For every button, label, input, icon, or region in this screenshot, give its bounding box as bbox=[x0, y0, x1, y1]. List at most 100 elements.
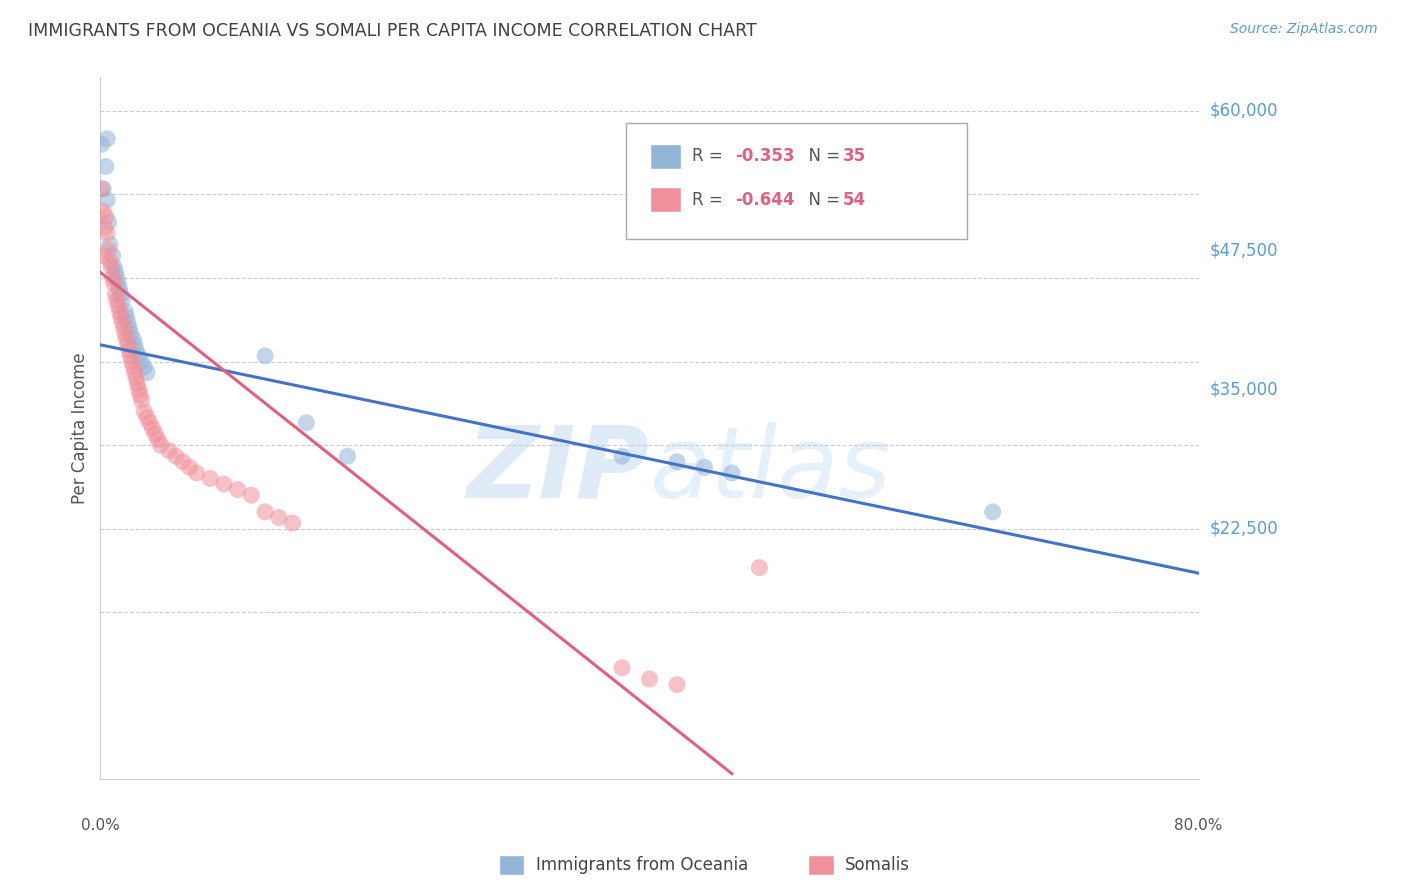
Point bbox=[665, 455, 688, 469]
Point bbox=[110, 310, 132, 324]
Point bbox=[91, 249, 114, 263]
Point bbox=[981, 505, 1004, 519]
Point bbox=[124, 366, 146, 380]
Point bbox=[98, 237, 121, 252]
Point bbox=[91, 204, 114, 219]
Text: R =: R = bbox=[693, 147, 728, 166]
Point bbox=[93, 220, 115, 235]
Point bbox=[134, 360, 156, 375]
Text: Source: ZipAtlas.com: Source: ZipAtlas.com bbox=[1230, 22, 1378, 37]
Point bbox=[91, 182, 114, 196]
Point bbox=[104, 287, 127, 301]
Point bbox=[267, 510, 290, 524]
Text: Immigrants from Oceania: Immigrants from Oceania bbox=[536, 856, 748, 874]
Point bbox=[129, 388, 152, 402]
Point bbox=[295, 416, 318, 430]
Point bbox=[281, 516, 304, 530]
Text: N =: N = bbox=[799, 147, 845, 166]
Point bbox=[131, 393, 153, 408]
Point bbox=[254, 349, 277, 363]
Point bbox=[172, 455, 194, 469]
Point bbox=[118, 321, 141, 335]
Point bbox=[100, 260, 122, 274]
Point bbox=[108, 282, 131, 296]
Point bbox=[122, 332, 145, 346]
Text: -0.353: -0.353 bbox=[735, 147, 794, 166]
Point bbox=[149, 438, 172, 452]
Text: ZIP: ZIP bbox=[467, 422, 650, 519]
Text: -0.644: -0.644 bbox=[735, 191, 794, 209]
Point bbox=[136, 366, 159, 380]
Point bbox=[108, 304, 131, 318]
Point bbox=[146, 433, 169, 447]
Text: $60,000: $60,000 bbox=[1209, 102, 1278, 120]
Point bbox=[157, 443, 180, 458]
Point bbox=[336, 449, 359, 463]
Point bbox=[721, 466, 744, 480]
Point bbox=[254, 505, 277, 519]
Point bbox=[240, 488, 263, 502]
Point bbox=[105, 271, 128, 285]
Point bbox=[94, 210, 117, 224]
Text: IMMIGRANTS FROM OCEANIA VS SOMALI PER CAPITA INCOME CORRELATION CHART: IMMIGRANTS FROM OCEANIA VS SOMALI PER CA… bbox=[28, 22, 756, 40]
Point bbox=[125, 371, 148, 385]
Point bbox=[128, 382, 150, 396]
Point bbox=[112, 321, 135, 335]
Point bbox=[131, 354, 153, 368]
Y-axis label: Per Capita Income: Per Capita Income bbox=[72, 352, 89, 504]
Point bbox=[125, 343, 148, 358]
Text: atlas: atlas bbox=[650, 422, 891, 519]
Point bbox=[638, 672, 661, 686]
Text: $47,500: $47,500 bbox=[1209, 241, 1278, 259]
Point bbox=[121, 354, 143, 368]
Point bbox=[104, 265, 127, 279]
Text: R =: R = bbox=[693, 191, 728, 209]
Point bbox=[693, 460, 716, 475]
Point bbox=[103, 277, 125, 291]
Point bbox=[610, 661, 633, 675]
Point bbox=[124, 338, 146, 352]
Point bbox=[97, 215, 120, 229]
Point bbox=[665, 677, 688, 691]
Point bbox=[165, 449, 187, 463]
Point bbox=[105, 293, 128, 308]
Point bbox=[111, 316, 134, 330]
Point bbox=[115, 332, 138, 346]
Point bbox=[212, 477, 235, 491]
Point bbox=[226, 483, 249, 497]
Text: $22,500: $22,500 bbox=[1209, 520, 1278, 538]
Text: $35,000: $35,000 bbox=[1209, 380, 1278, 399]
Point bbox=[134, 404, 156, 418]
Point bbox=[101, 249, 124, 263]
Text: 80.0%: 80.0% bbox=[1174, 818, 1223, 833]
Point bbox=[98, 254, 121, 268]
Point bbox=[96, 132, 118, 146]
Point bbox=[139, 416, 162, 430]
Point bbox=[96, 193, 118, 207]
Point bbox=[120, 326, 142, 341]
Point bbox=[748, 560, 770, 574]
Point bbox=[141, 421, 163, 435]
Point bbox=[97, 243, 120, 257]
Point bbox=[128, 349, 150, 363]
Point bbox=[107, 277, 129, 291]
Point bbox=[114, 304, 136, 318]
Point bbox=[114, 326, 136, 341]
Point bbox=[96, 227, 118, 241]
Point bbox=[94, 160, 117, 174]
Point bbox=[103, 260, 125, 274]
Text: 0.0%: 0.0% bbox=[82, 818, 120, 833]
Text: N =: N = bbox=[799, 191, 845, 209]
Point bbox=[107, 299, 129, 313]
Point bbox=[610, 449, 633, 463]
Point bbox=[136, 410, 159, 425]
Point bbox=[186, 466, 208, 480]
Point bbox=[90, 182, 112, 196]
Point bbox=[110, 287, 132, 301]
Text: Somalis: Somalis bbox=[845, 856, 910, 874]
Point bbox=[115, 310, 138, 324]
Point bbox=[117, 338, 139, 352]
Text: 54: 54 bbox=[844, 191, 866, 209]
Point bbox=[118, 343, 141, 358]
Point bbox=[111, 293, 134, 308]
